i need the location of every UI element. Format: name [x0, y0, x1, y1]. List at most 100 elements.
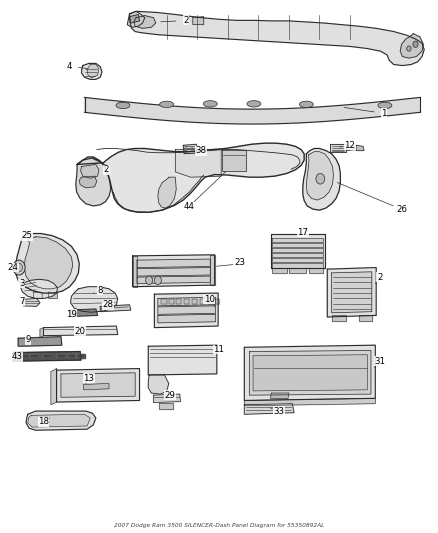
Polygon shape — [359, 316, 372, 321]
Polygon shape — [148, 345, 217, 375]
Polygon shape — [223, 150, 246, 171]
Polygon shape — [51, 368, 57, 405]
Polygon shape — [30, 354, 39, 358]
Text: 17: 17 — [297, 228, 308, 237]
Text: 2: 2 — [377, 273, 382, 281]
Polygon shape — [127, 11, 145, 27]
Polygon shape — [308, 268, 323, 273]
Text: 23: 23 — [234, 258, 245, 266]
Polygon shape — [303, 149, 340, 210]
Polygon shape — [18, 337, 62, 346]
Circle shape — [407, 46, 411, 51]
Text: 2: 2 — [104, 165, 109, 174]
Circle shape — [413, 41, 418, 47]
Polygon shape — [68, 354, 77, 358]
Polygon shape — [200, 300, 205, 304]
Text: 2007 Dodge Ram 3500 SILENCER-Dash Panel Diagram for 55350892AL: 2007 Dodge Ram 3500 SILENCER-Dash Panel … — [114, 523, 324, 528]
Circle shape — [13, 260, 25, 275]
Polygon shape — [244, 345, 375, 400]
Text: 29: 29 — [165, 391, 176, 400]
Text: 13: 13 — [83, 374, 95, 383]
Circle shape — [146, 276, 152, 285]
Ellipse shape — [299, 101, 313, 108]
Polygon shape — [356, 146, 364, 151]
Ellipse shape — [116, 102, 130, 109]
Polygon shape — [61, 373, 135, 397]
Ellipse shape — [378, 102, 392, 109]
Circle shape — [102, 307, 105, 311]
Polygon shape — [253, 355, 367, 391]
Polygon shape — [85, 98, 420, 124]
Text: 44: 44 — [184, 203, 195, 212]
Polygon shape — [76, 354, 85, 358]
Text: 25: 25 — [21, 231, 32, 240]
Polygon shape — [161, 300, 166, 304]
Circle shape — [316, 173, 325, 184]
Circle shape — [154, 276, 161, 285]
Polygon shape — [87, 64, 99, 78]
Polygon shape — [159, 402, 173, 409]
Text: 11: 11 — [213, 345, 225, 354]
Polygon shape — [327, 268, 376, 317]
Polygon shape — [84, 383, 109, 390]
Polygon shape — [71, 287, 118, 312]
Polygon shape — [244, 403, 294, 414]
Polygon shape — [272, 253, 323, 257]
Text: 18: 18 — [38, 417, 49, 426]
Text: 3: 3 — [19, 279, 25, 288]
Polygon shape — [208, 300, 213, 304]
Polygon shape — [33, 292, 42, 298]
Ellipse shape — [247, 101, 261, 107]
Polygon shape — [176, 300, 181, 304]
Circle shape — [15, 263, 22, 272]
Polygon shape — [130, 14, 140, 23]
Polygon shape — [158, 314, 215, 323]
Polygon shape — [306, 152, 333, 200]
Polygon shape — [330, 144, 346, 152]
Polygon shape — [148, 375, 169, 394]
Polygon shape — [271, 233, 325, 268]
Polygon shape — [21, 279, 57, 298]
Text: 43: 43 — [12, 352, 23, 361]
Polygon shape — [81, 63, 102, 79]
Text: 7: 7 — [19, 296, 25, 305]
Polygon shape — [137, 268, 210, 276]
Polygon shape — [272, 263, 323, 268]
Text: 10: 10 — [204, 295, 215, 304]
Polygon shape — [169, 300, 174, 304]
Polygon shape — [70, 309, 98, 317]
Polygon shape — [153, 394, 180, 402]
Text: 19: 19 — [66, 310, 77, 319]
Polygon shape — [271, 393, 289, 398]
Polygon shape — [272, 243, 323, 247]
Polygon shape — [175, 150, 221, 177]
Polygon shape — [332, 316, 346, 321]
Text: 2: 2 — [184, 16, 189, 25]
Polygon shape — [250, 351, 371, 395]
Polygon shape — [40, 328, 43, 338]
Text: 20: 20 — [74, 327, 86, 336]
Polygon shape — [184, 300, 189, 304]
Text: 33: 33 — [274, 407, 285, 416]
Polygon shape — [192, 300, 197, 304]
Text: 31: 31 — [374, 357, 385, 366]
Polygon shape — [15, 233, 79, 293]
Polygon shape — [210, 255, 215, 285]
Text: 28: 28 — [102, 300, 113, 309]
Text: 1: 1 — [381, 109, 387, 118]
Ellipse shape — [203, 101, 217, 107]
Polygon shape — [13, 352, 81, 361]
Ellipse shape — [159, 101, 173, 108]
Polygon shape — [49, 292, 57, 298]
Polygon shape — [332, 272, 372, 313]
Polygon shape — [133, 256, 137, 287]
Polygon shape — [193, 17, 204, 25]
Polygon shape — [23, 298, 40, 306]
Polygon shape — [57, 354, 66, 358]
Text: 24: 24 — [7, 263, 18, 272]
Polygon shape — [158, 306, 215, 314]
Polygon shape — [154, 293, 218, 328]
Polygon shape — [134, 15, 155, 28]
Polygon shape — [43, 354, 52, 358]
Polygon shape — [400, 34, 424, 58]
